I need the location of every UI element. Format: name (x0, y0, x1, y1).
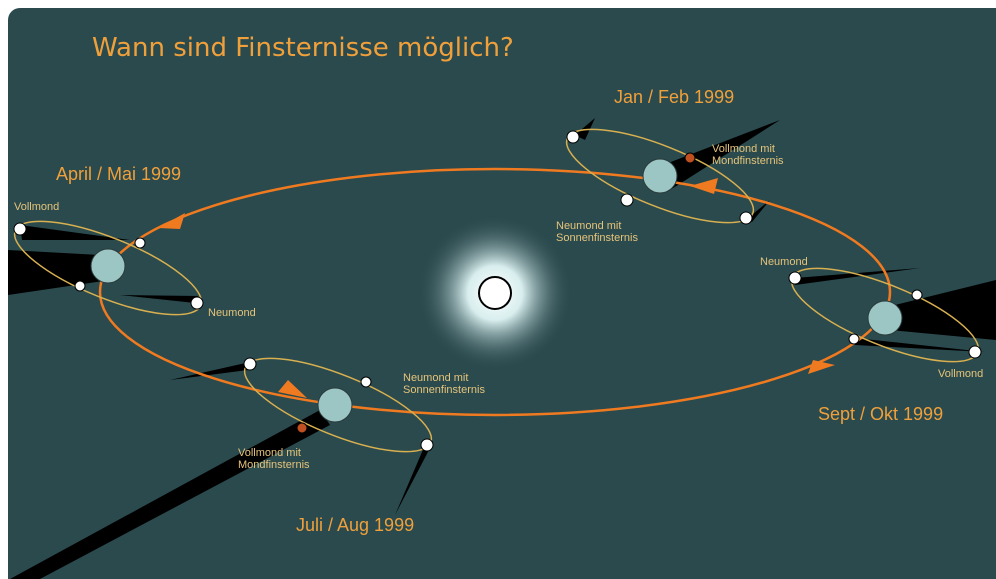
moon-label: Sonnenfinsternis (556, 232, 638, 244)
period-label: April / Mai 1999 (56, 164, 181, 184)
sun (479, 277, 511, 309)
period-label: Juli / Aug 1999 (296, 515, 414, 535)
moon-label: Vollmond mit (238, 447, 301, 459)
moon-label: Mondfinsternis (712, 155, 784, 167)
moon-label: Neumond mit (403, 372, 468, 384)
period-label: Jan / Feb 1999 (614, 87, 734, 107)
moon-label: Neumond (208, 307, 256, 319)
moon-label: Neumond mit (556, 220, 621, 232)
moon-label: Vollmond mit (712, 143, 775, 155)
period-label: Sept / Okt 1999 (818, 404, 943, 424)
moon-label: Mondfinsternis (238, 459, 310, 471)
title: Wann sind Finsternisse möglich? (92, 33, 514, 63)
moon-label: Vollmond (14, 201, 59, 213)
diagram: Wann sind Finsternisse möglich? (0, 0, 996, 579)
moon-label: Neumond (760, 256, 808, 268)
moon-label: Sonnenfinsternis (403, 384, 485, 396)
moon-label: Vollmond (938, 368, 983, 380)
